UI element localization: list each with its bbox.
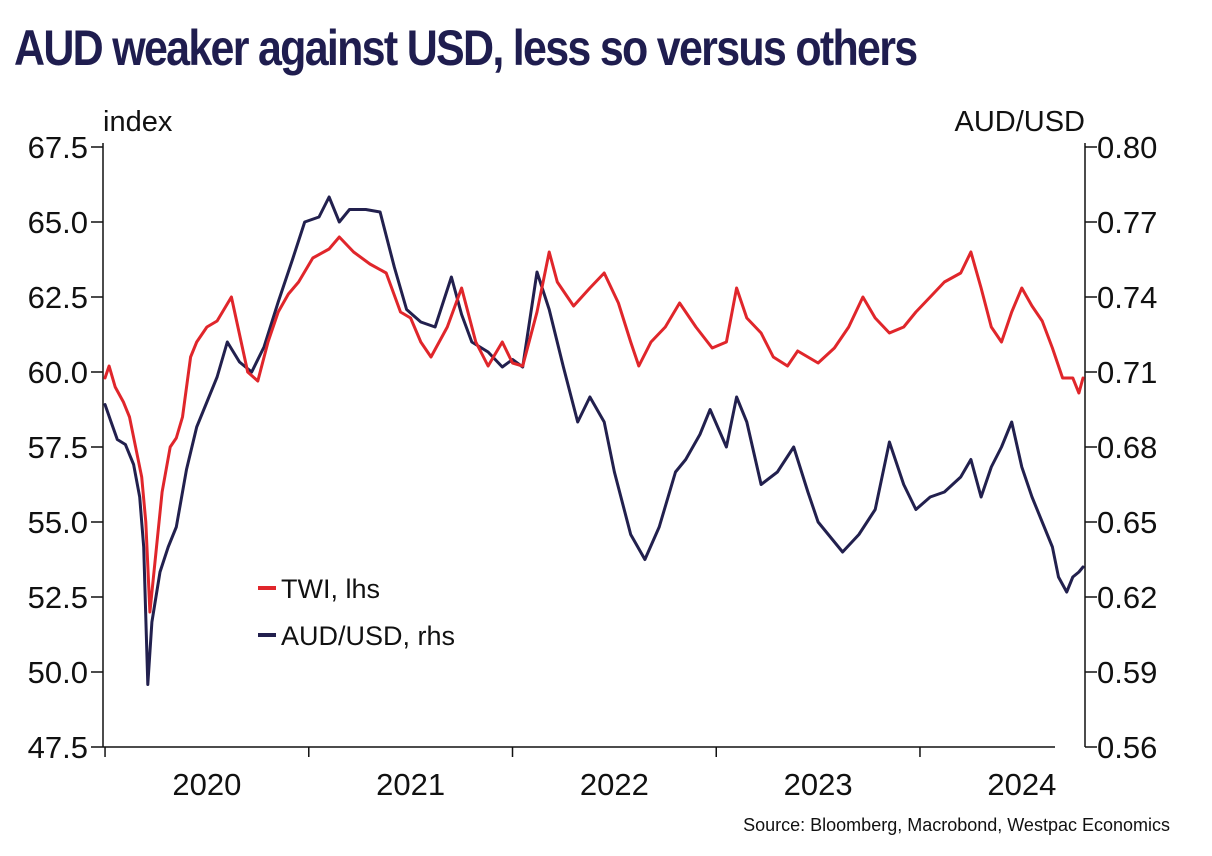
- left-axis-tick-label: 60.0: [28, 355, 88, 390]
- left-axis-tick-label: 65.0: [28, 205, 88, 240]
- twi-series-line: [103, 235, 1085, 614]
- left-axis-tick-label: 47.5: [28, 730, 88, 765]
- chart-title: AUD weaker against USD, less so versus o…: [14, 20, 918, 76]
- source-note: Source: Bloomberg, Macrobond, Westpac Ec…: [743, 815, 1170, 835]
- right-axis-tick-label: 0.56: [1097, 730, 1157, 765]
- x-axis-year-label: 2024: [987, 767, 1056, 802]
- right-axis-tick-label: 0.74: [1097, 280, 1157, 315]
- left-axis-tick-label: 55.0: [28, 505, 88, 540]
- series-layer: [103, 195, 1085, 686]
- right-axis-tick-label: 0.68: [1097, 430, 1157, 465]
- right-axis-tick-label: 0.59: [1097, 655, 1157, 690]
- x-axis-year-label: 2021: [376, 767, 445, 802]
- left-axis-tick-label: 62.5: [28, 280, 88, 315]
- legend: TWI, lhs AUD/USD, rhs: [258, 574, 455, 651]
- legend-label-twi: TWI, lhs: [281, 574, 380, 604]
- right-axis-tick-label: 0.80: [1097, 130, 1157, 165]
- right-axis-tick-label: 0.65: [1097, 505, 1157, 540]
- x-axis-year-label: 2023: [784, 767, 853, 802]
- legend-label-audusd: AUD/USD, rhs: [281, 621, 455, 651]
- audusd-series-line: [103, 195, 1085, 686]
- right-axis-unit-label: AUD/USD: [954, 106, 1085, 138]
- left-axis-tick-label: 52.5: [28, 580, 88, 615]
- left-axis-tick-label: 57.5: [28, 430, 88, 465]
- left-axis-tick-label: 50.0: [28, 655, 88, 690]
- left-axis-unit-label: index: [103, 106, 173, 138]
- axes: 67.5 65.0 62.5 60.0 57.5 55.0 52.5 50.0 47.5 0.80…: [28, 130, 1158, 802]
- right-axis-tick-label: 0.62: [1097, 580, 1157, 615]
- x-axis-year-label: 2020: [172, 767, 241, 802]
- left-axis-tick-label: 67.5: [28, 130, 88, 165]
- right-axis-tick-label: 0.77: [1097, 205, 1157, 240]
- right-axis-tick-label: 0.71: [1097, 355, 1157, 390]
- x-axis-year-label: 2022: [580, 767, 649, 802]
